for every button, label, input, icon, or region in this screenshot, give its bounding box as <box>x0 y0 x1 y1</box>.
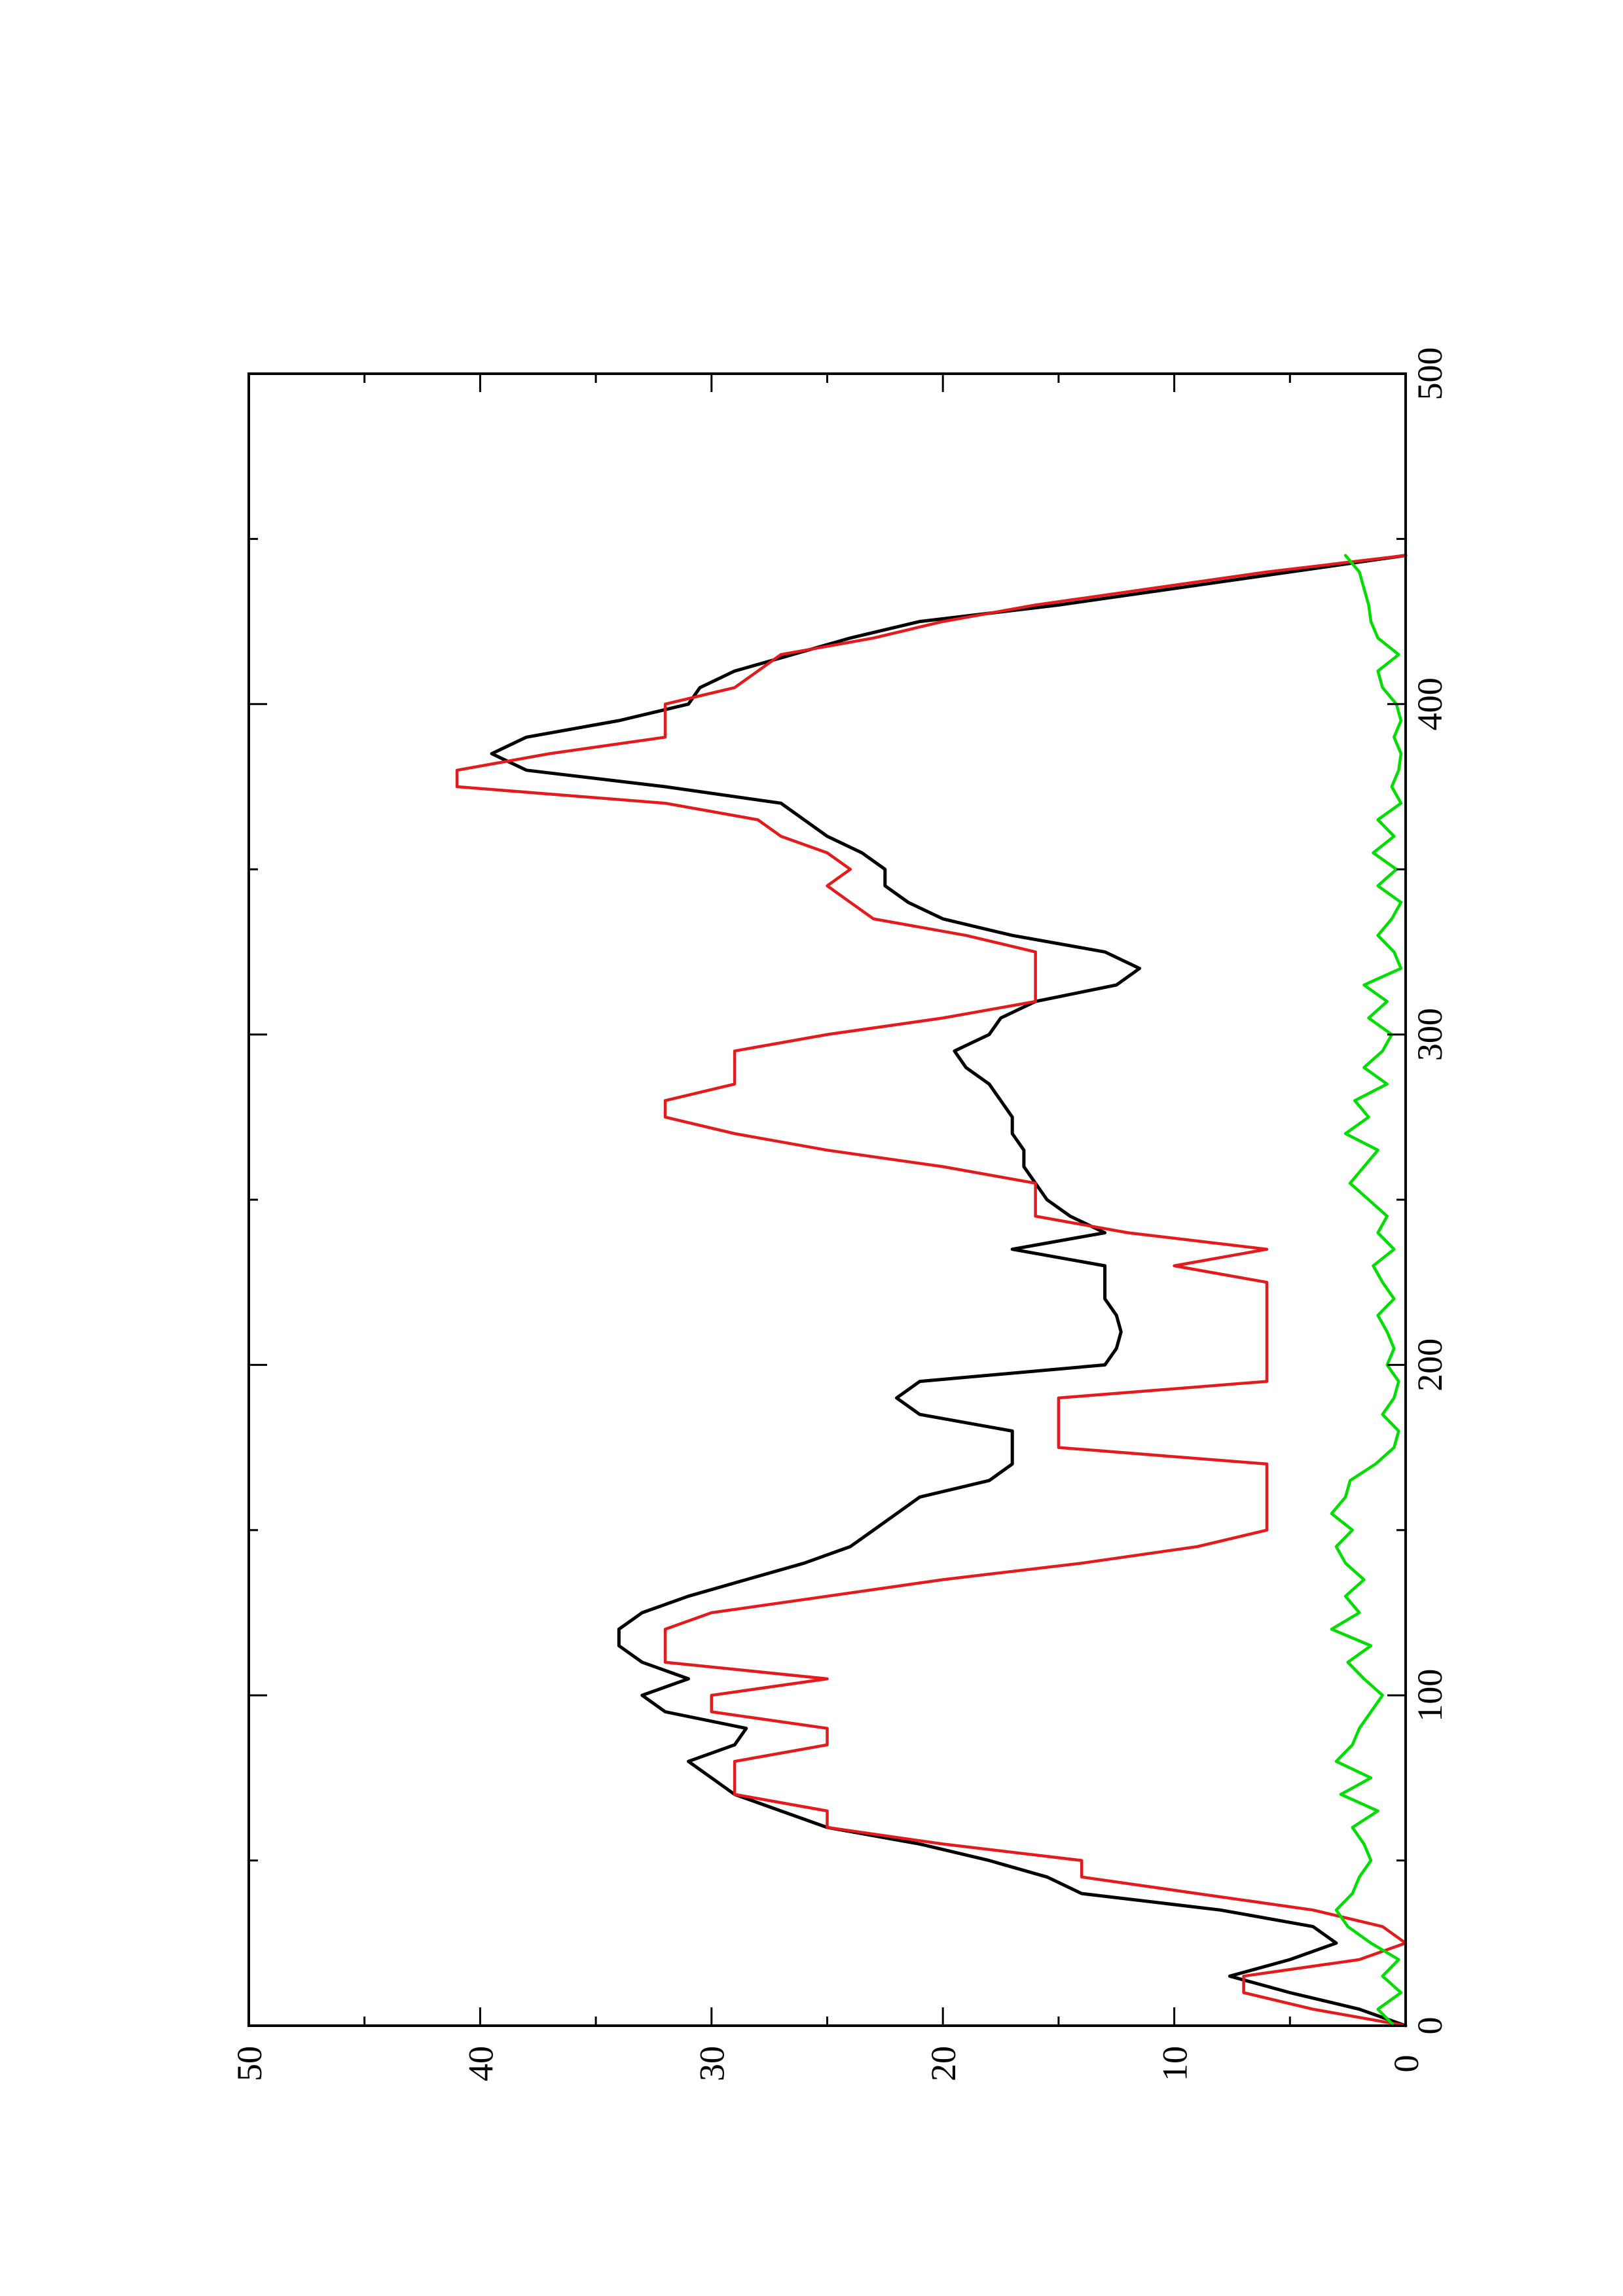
plot-frame <box>247 372 1407 2027</box>
x-tick-label: 200 <box>1410 1338 1450 1391</box>
axes-layer: 0 100 200 300 400 500 0 10 20 30 40 50 <box>230 348 1450 2082</box>
x-tick-label: 300 <box>1410 1008 1450 1061</box>
y-tick-label: 40 <box>461 2046 500 2081</box>
y-tick-label: 50 <box>230 2046 269 2081</box>
x-tick-label: 0 <box>1410 2017 1450 2035</box>
y-tick-label: 30 <box>693 2046 732 2081</box>
x-tick-label: 400 <box>1410 677 1450 730</box>
y-tick-label: 0 <box>1387 2055 1426 2073</box>
green-series-line <box>1330 554 1403 2028</box>
x-tick-label: 500 <box>1410 348 1450 401</box>
y-tick-label: 10 <box>1156 2046 1195 2081</box>
black-series-line <box>490 554 1408 2028</box>
x-tick-label: 100 <box>1410 1669 1450 1722</box>
red-series-line <box>455 554 1408 2028</box>
y-tick-label: 20 <box>924 2046 963 2081</box>
series-layer <box>455 554 1408 2028</box>
